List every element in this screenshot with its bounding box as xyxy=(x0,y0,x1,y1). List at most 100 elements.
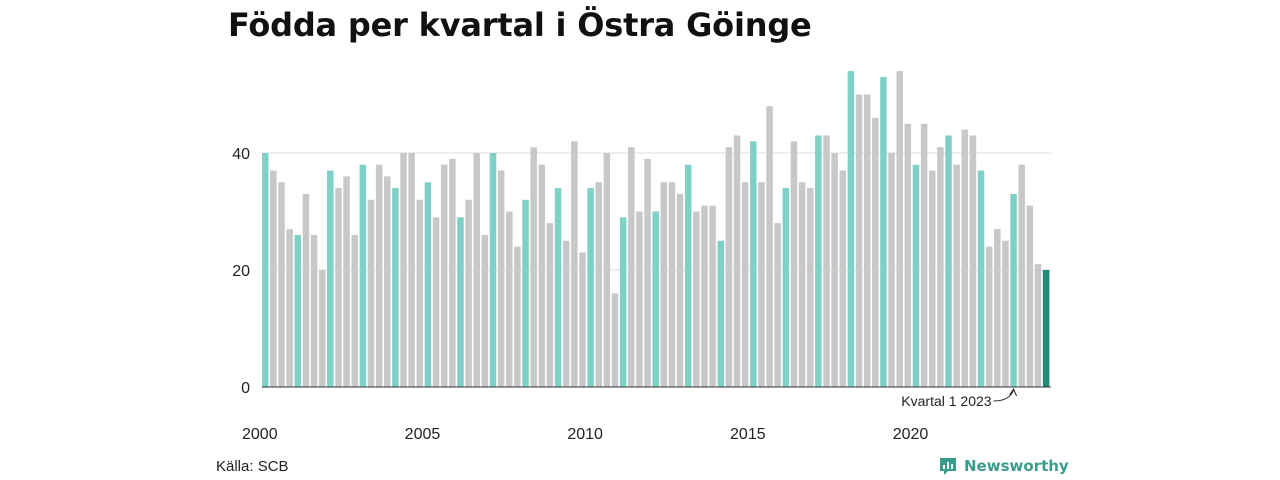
bar xyxy=(587,188,594,387)
bar xyxy=(994,229,1001,387)
bar xyxy=(977,170,985,387)
bar xyxy=(335,188,342,387)
bar xyxy=(815,135,822,387)
bar xyxy=(465,199,472,387)
bar xyxy=(1018,164,1025,387)
x-tick-label: 2005 xyxy=(405,426,441,443)
x-axis-ticks: 2000 2005 2010 2015 2020 xyxy=(242,426,928,443)
bar xyxy=(554,188,562,387)
bar xyxy=(847,71,855,387)
x-tick-label: 2010 xyxy=(567,426,603,443)
annotation: Kvartal 1 2023 xyxy=(901,387,1018,409)
bar xyxy=(286,229,293,387)
bar xyxy=(497,170,505,387)
bar xyxy=(595,182,603,387)
bar xyxy=(985,246,993,387)
bar xyxy=(262,153,269,387)
bar xyxy=(725,147,733,387)
bar xyxy=(717,240,725,387)
bar xyxy=(449,158,456,387)
bar xyxy=(961,129,969,387)
bar xyxy=(611,293,619,387)
bar xyxy=(440,164,448,387)
bar xyxy=(953,164,960,387)
x-tick-label: 2020 xyxy=(893,426,929,443)
bar xyxy=(937,147,944,387)
bar xyxy=(684,164,692,387)
bar xyxy=(880,76,887,387)
bar xyxy=(904,123,912,387)
bar xyxy=(530,147,537,387)
bar xyxy=(514,246,521,387)
bar xyxy=(709,205,716,387)
bar xyxy=(278,182,285,387)
y-tick-label: 40 xyxy=(232,146,250,163)
brand-logo[interactable]: Newsworthy xyxy=(938,456,1069,476)
bar xyxy=(644,158,651,387)
source-note: Källa: SCB xyxy=(216,458,289,475)
bar xyxy=(473,153,480,387)
bar xyxy=(270,170,277,387)
bar xyxy=(302,193,310,387)
bar xyxy=(1002,240,1009,387)
bar xyxy=(701,205,708,387)
bar xyxy=(872,117,879,388)
bars xyxy=(262,71,1050,388)
bar xyxy=(855,94,863,387)
bar xyxy=(660,182,668,387)
bar xyxy=(375,164,383,387)
bar xyxy=(351,234,358,387)
bar xyxy=(603,153,611,387)
bar xyxy=(652,211,659,387)
bar xyxy=(1010,193,1017,387)
bar xyxy=(928,170,936,387)
bar xyxy=(741,182,749,387)
annotation-arrowhead xyxy=(1009,387,1018,397)
bar xyxy=(831,153,838,387)
bar xyxy=(693,211,700,387)
bar xyxy=(619,217,627,387)
bar xyxy=(367,199,375,387)
bar xyxy=(839,170,847,387)
bar xyxy=(416,199,424,387)
bar xyxy=(579,252,586,387)
bar xyxy=(668,182,676,387)
bar xyxy=(522,199,529,387)
bar xyxy=(782,188,790,387)
bar xyxy=(806,188,814,387)
y-tick-label: 0 xyxy=(241,380,250,397)
bar xyxy=(750,141,757,387)
bar xyxy=(863,94,871,387)
y-tick-label: 20 xyxy=(232,263,250,280)
bar xyxy=(636,211,643,387)
bar xyxy=(676,193,684,387)
bar xyxy=(481,234,489,387)
bar xyxy=(888,153,895,387)
bar xyxy=(758,182,765,387)
chart-title: Födda per kvartal i Östra Göinge xyxy=(228,6,812,44)
bar xyxy=(766,106,773,387)
bar xyxy=(506,211,513,387)
bar xyxy=(920,123,928,387)
bar xyxy=(1034,264,1042,387)
bar xyxy=(489,153,497,387)
bar xyxy=(400,153,407,387)
annotation-label: Kvartal 1 2023 xyxy=(901,393,991,409)
bar xyxy=(294,234,302,387)
bar xyxy=(408,153,415,387)
bar xyxy=(823,135,830,387)
bar xyxy=(392,188,399,387)
bar xyxy=(571,141,578,387)
bar xyxy=(384,176,391,387)
bar xyxy=(457,217,464,387)
brand-name: Newsworthy xyxy=(964,457,1069,475)
bar xyxy=(969,135,977,387)
y-axis-ticks: 0 20 40 xyxy=(232,146,250,397)
bar xyxy=(896,71,903,387)
bar xyxy=(432,217,440,387)
bar xyxy=(912,164,920,387)
bar xyxy=(774,223,781,387)
bar xyxy=(310,234,318,387)
bar xyxy=(562,240,570,387)
